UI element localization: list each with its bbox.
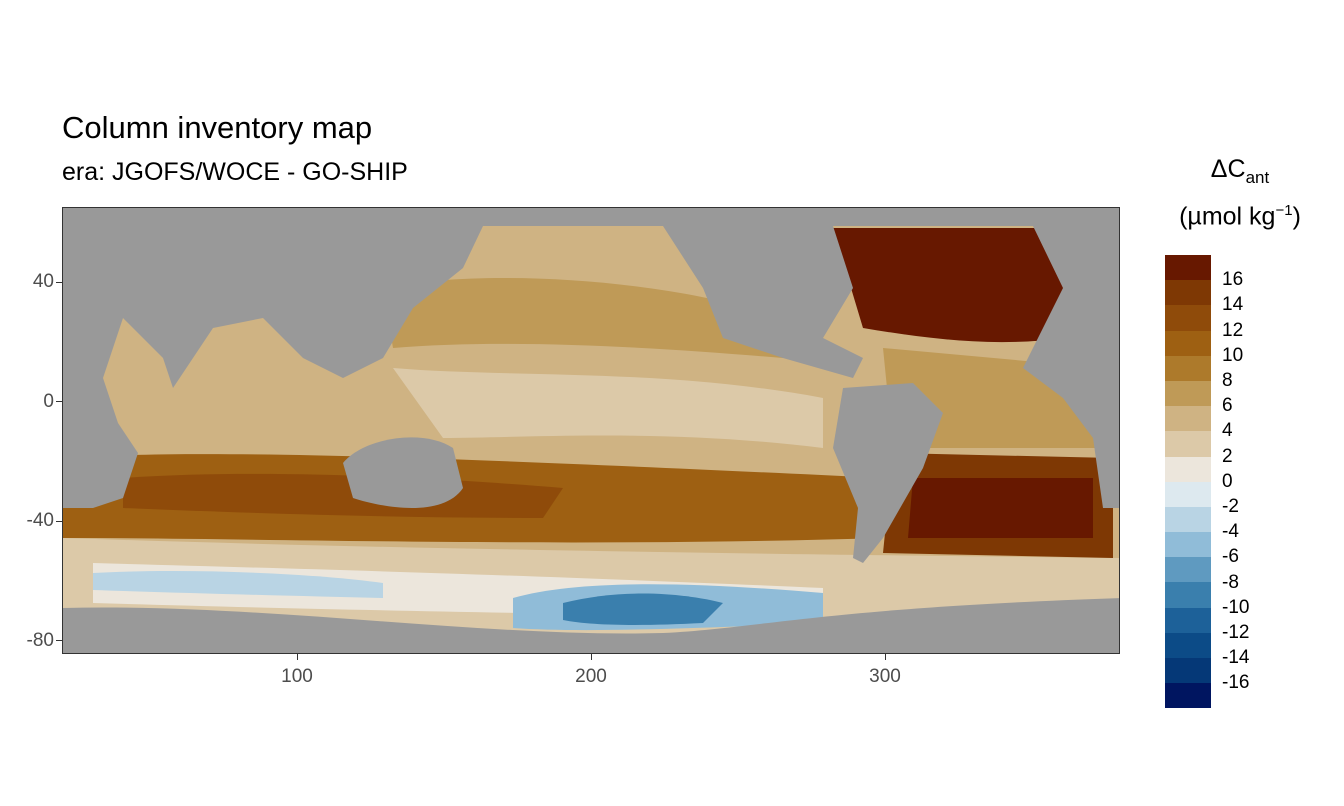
legend-swatch <box>1165 632 1211 658</box>
legend-swatch <box>1165 557 1211 583</box>
land-africa-east <box>1023 226 1119 508</box>
y-tickmark <box>56 640 62 641</box>
legend-swatch <box>1165 355 1211 381</box>
legend-swatch <box>1165 658 1211 684</box>
legend-swatch <box>1165 456 1211 482</box>
x-tick-label-200: 200 <box>575 666 607 687</box>
legend-label: -10 <box>1222 596 1250 618</box>
land-antarctica <box>63 598 1119 653</box>
legend-label: -2 <box>1222 496 1239 517</box>
y-tickmark <box>56 282 62 283</box>
x-tickmark <box>885 654 886 660</box>
legend-label: 4 <box>1222 420 1233 442</box>
legend-swatch <box>1165 607 1211 633</box>
y-tick-label-minus40: -40 <box>26 510 54 531</box>
land-south-america <box>833 383 943 563</box>
legend-swatch <box>1165 406 1211 432</box>
legend-swatch <box>1165 582 1211 608</box>
legend-swatch <box>1165 305 1211 331</box>
x-tickmark <box>297 654 298 660</box>
equatorial-pacific-band <box>393 368 823 448</box>
legend-label: 16 <box>1222 269 1244 291</box>
land-north-america <box>663 226 863 378</box>
legend-swatch <box>1165 255 1211 281</box>
y-tickmark <box>56 401 62 402</box>
pacific-north-band <box>383 278 783 358</box>
land-australia <box>343 437 463 508</box>
legend-colorbar <box>1165 255 1211 709</box>
ross-sea-blue-core <box>563 593 723 625</box>
legend-swatch <box>1165 330 1211 356</box>
indian-blue-patch <box>93 571 383 598</box>
legend-label: 0 <box>1222 470 1233 492</box>
south-atlantic-core <box>908 478 1093 538</box>
legend-label: 14 <box>1222 294 1244 316</box>
legend-swatch <box>1165 380 1211 407</box>
legend-label: -6 <box>1222 546 1239 568</box>
legend-unit: (µmol kg−1) <box>1179 202 1301 231</box>
land-africa-eurasia <box>63 226 138 508</box>
map-panel <box>62 207 1120 654</box>
ocean-fill-layer <box>63 208 1119 653</box>
legend-label: 2 <box>1222 445 1233 467</box>
legend-swatch <box>1165 280 1211 306</box>
y-tick-label-0: 0 <box>43 391 54 412</box>
legend-swatch <box>1165 481 1211 507</box>
legend-label: -16 <box>1222 672 1250 694</box>
legend-label: 10 <box>1222 344 1244 366</box>
legend-label: 12 <box>1222 319 1244 341</box>
legend-label: -14 <box>1222 647 1250 669</box>
legend-label: -8 <box>1222 571 1239 593</box>
legend-title: ΔCant <box>1210 155 1270 187</box>
legend-label: -4 <box>1222 521 1239 543</box>
map-svg <box>63 208 1119 653</box>
chart-title: Column inventory map <box>62 110 373 145</box>
land-layer <box>63 208 1119 653</box>
y-tick-label-40: 40 <box>32 271 54 292</box>
chart-subtitle: era: JGOFS/WOCE - GO-SHIP <box>62 158 408 186</box>
y-tickmark <box>56 521 62 522</box>
north-atlantic-dark <box>833 228 1063 343</box>
legend-label: 6 <box>1222 395 1233 417</box>
y-tick-label-minus80: -80 <box>26 630 54 651</box>
legend-label: -12 <box>1222 622 1250 643</box>
legend-swatch <box>1165 431 1211 457</box>
x-tickmark <box>591 654 592 660</box>
legend-label: 8 <box>1222 370 1233 391</box>
x-tick-label-300: 300 <box>869 666 901 687</box>
legend-swatch <box>1165 683 1211 709</box>
land-asia <box>123 226 483 388</box>
legend-swatch <box>1165 506 1211 533</box>
land-top-strip <box>63 208 1119 226</box>
x-tick-label-100: 100 <box>281 666 313 687</box>
legend-swatch <box>1165 532 1211 558</box>
